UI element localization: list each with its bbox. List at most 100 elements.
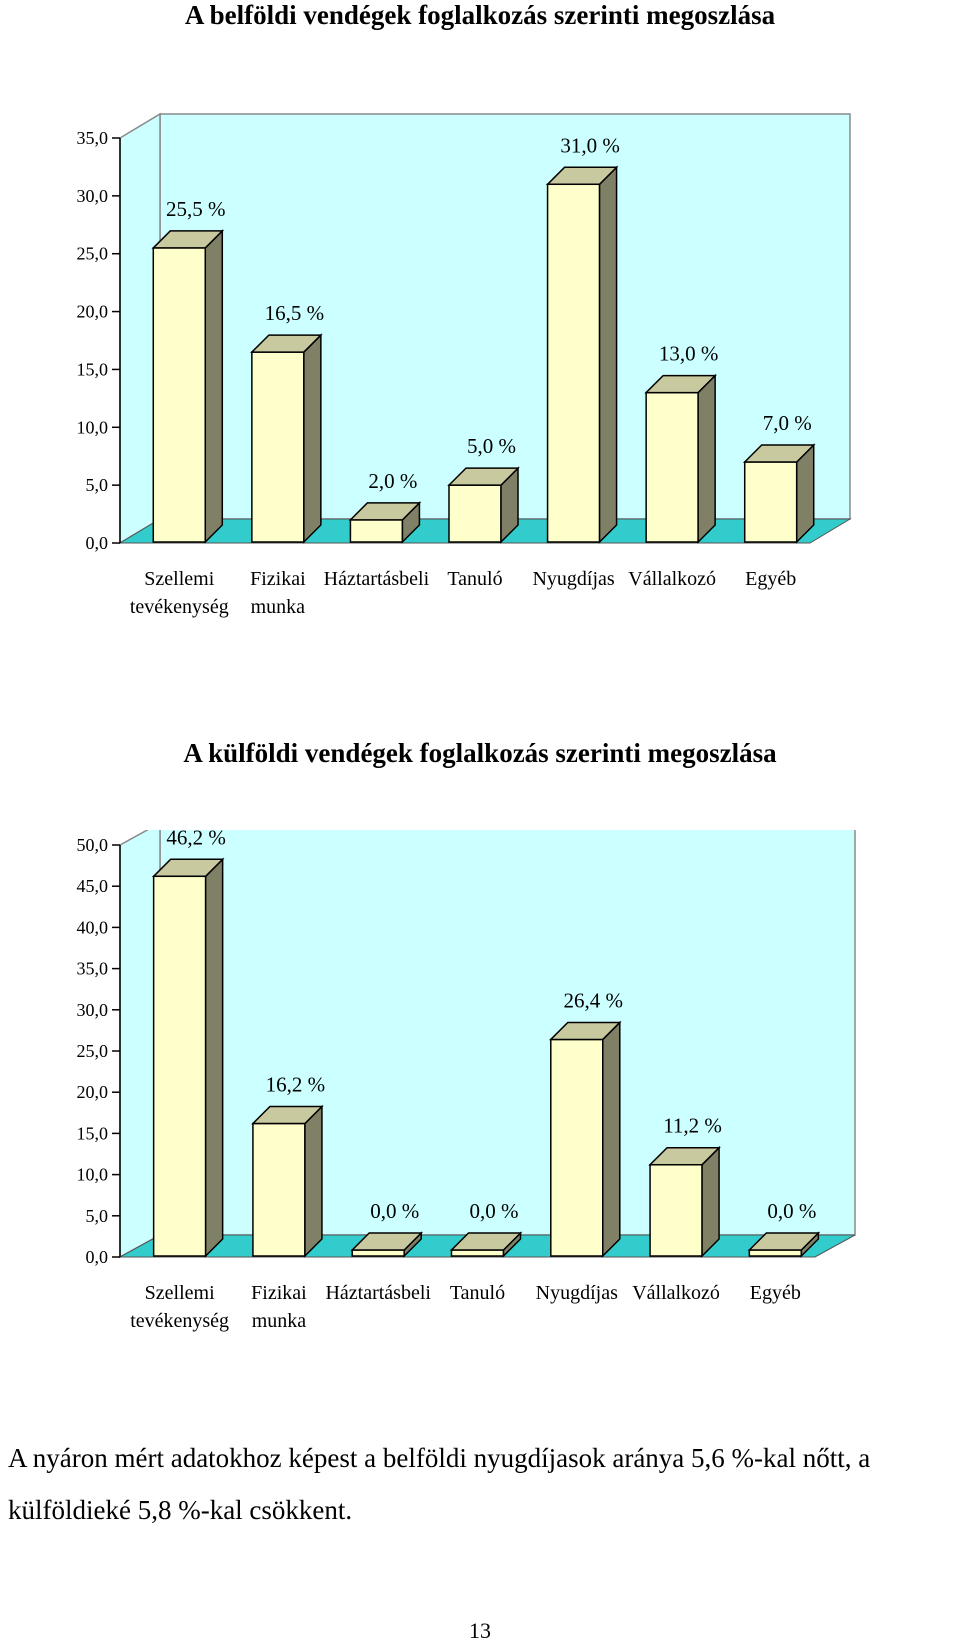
category-label: tevékenység	[130, 1310, 229, 1332]
bar-top	[449, 1232, 523, 1251]
y-tick-label: 35,0	[77, 128, 109, 148]
bar-top	[151, 230, 225, 249]
category-label: Háztartásbeli	[325, 1282, 431, 1304]
y-tick-label: 10,0	[77, 1165, 109, 1185]
bar-side	[304, 1104, 323, 1258]
data-label: 0,0 %	[767, 1199, 816, 1223]
y-tick-label: 5,0	[86, 1206, 109, 1226]
bar-top	[648, 1146, 721, 1166]
data-label: 25,5 %	[166, 197, 226, 221]
data-label: 13,0 %	[659, 342, 719, 366]
data-label: 46,2 %	[166, 830, 226, 849]
data-label: 2,0 %	[368, 469, 417, 493]
bar	[250, 333, 323, 544]
bar-front	[748, 1249, 803, 1257]
data-label: 31,0 %	[560, 133, 620, 157]
y-tick-label: 25,0	[77, 1041, 109, 1061]
category-label: Vállalkozó	[628, 568, 716, 590]
bar-front	[550, 1038, 604, 1257]
bar-front	[152, 875, 207, 1257]
bar	[545, 165, 619, 544]
bar-side	[204, 857, 224, 1258]
y-tick-label: 10,0	[77, 417, 109, 437]
bar	[449, 1231, 523, 1258]
y-tick-label: 40,0	[77, 917, 109, 937]
data-label: 16,2 %	[266, 1073, 326, 1097]
category-label: Tanuló	[450, 1282, 505, 1304]
bar	[742, 443, 816, 544]
bar-front	[351, 1249, 405, 1257]
bar-front	[450, 1249, 505, 1257]
y-tick-label: 45,0	[77, 876, 109, 896]
category-label: Fizikai	[251, 1282, 307, 1304]
bar	[644, 373, 717, 544]
bar	[350, 1231, 424, 1258]
bar	[348, 501, 422, 544]
y-tick-label: 30,0	[77, 1000, 109, 1020]
y-tick-label: 15,0	[77, 359, 109, 379]
chart-1-title: A belföldi vendégek foglalkozás szerinti…	[184, 0, 776, 30]
category-label: Szellemi	[144, 568, 214, 590]
category-label: Vállalkozó	[632, 1282, 720, 1304]
bar-top	[747, 1232, 821, 1251]
bar-top	[548, 1021, 622, 1041]
y-tick-label: 25,0	[77, 244, 109, 264]
y-tick-label: 35,0	[77, 959, 109, 979]
data-label: 7,0 %	[763, 411, 812, 435]
y-tick-label: 15,0	[77, 1123, 109, 1143]
category-label: Háztartásbeli	[324, 568, 430, 590]
data-label: 26,4 %	[564, 988, 624, 1012]
bar	[548, 1020, 622, 1258]
bar-top	[151, 858, 225, 878]
category-label: Fizikai	[250, 568, 306, 590]
data-label: 0,0 %	[370, 1199, 419, 1223]
bar	[251, 1104, 324, 1258]
bar-front	[349, 519, 404, 543]
data-label: 5,0 %	[467, 434, 516, 458]
bar-top	[250, 334, 323, 353]
y-tick-label: 5,0	[86, 475, 109, 495]
bar-top	[251, 1105, 324, 1125]
y-tick-label: 0,0	[86, 533, 109, 553]
category-label: Nyugdíjas	[536, 1282, 618, 1304]
category-label: munka	[251, 596, 306, 618]
bar	[747, 1231, 821, 1258]
bar-front	[645, 391, 699, 543]
data-label: 16,5 %	[265, 301, 325, 325]
bar-front	[546, 183, 601, 543]
data-label: 11,2 %	[663, 1114, 722, 1138]
bar-front	[649, 1163, 703, 1257]
y-tick-label: 20,0	[77, 302, 109, 322]
bar-front	[448, 484, 502, 543]
bar	[447, 466, 520, 544]
category-label: Tanuló	[447, 568, 502, 590]
bar-side	[303, 333, 322, 544]
bar-front	[252, 1122, 306, 1257]
category-label: Szellemi	[145, 1282, 215, 1304]
y-tick-label: 30,0	[77, 186, 109, 206]
bar-side	[701, 1145, 720, 1258]
category-label: tevékenység	[130, 596, 229, 618]
bar	[648, 1145, 721, 1258]
bar-side	[204, 229, 224, 544]
page-number: 13	[469, 1618, 491, 1643]
bar-front	[743, 461, 798, 543]
chart-2: 0,0 5,0 10,0 15,0 20,0 25,0 30,0 35,0 40,0 45,0 50…	[77, 830, 856, 1332]
bar-front	[152, 247, 207, 543]
y-tick-label: 50,0	[77, 835, 109, 855]
category-label: Egyéb	[745, 568, 796, 590]
bar-front	[251, 351, 305, 543]
bar-top	[545, 166, 619, 186]
category-label: Nyugdíjas	[532, 568, 614, 590]
bar-side	[602, 1020, 621, 1258]
bar-side	[598, 165, 618, 544]
category-label: munka	[252, 1310, 307, 1332]
data-label: 0,0 %	[470, 1199, 519, 1223]
bar-side	[697, 373, 716, 544]
bar	[151, 229, 225, 544]
y-tick-label: 20,0	[77, 1082, 109, 1102]
bar-top	[348, 502, 422, 521]
bar	[151, 857, 225, 1258]
chart-2-title: A külföldi vendégek foglalkozás szerinti…	[183, 738, 777, 768]
bar-top	[447, 467, 520, 486]
